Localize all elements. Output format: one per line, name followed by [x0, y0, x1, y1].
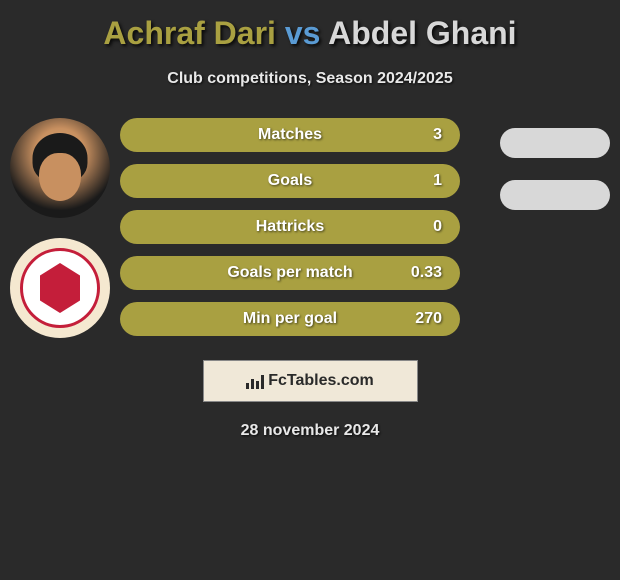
stat-value-p1: 0 — [433, 218, 442, 236]
stat-bar-goals: Goals 1 — [120, 164, 460, 198]
stat-bar-matches: Matches 3 — [120, 118, 460, 152]
stat-pill-goals — [500, 180, 610, 210]
avatar-column — [0, 118, 120, 338]
club-crest-icon — [20, 248, 100, 328]
stat-label: Hattricks — [256, 218, 324, 236]
player-avatar — [10, 118, 110, 218]
stat-value-p1: 3 — [433, 126, 442, 144]
stat-bar-gpm: Goals per match 0.33 — [120, 256, 460, 290]
brand-label: FcTables.com — [268, 372, 374, 390]
stat-pill-matches — [500, 128, 610, 158]
stat-value-p1: 270 — [415, 310, 442, 328]
stat-label: Goals — [268, 172, 312, 190]
brand-footer[interactable]: FcTables.com — [203, 360, 418, 402]
stat-bar-mpg: Min per goal 270 — [120, 302, 460, 336]
subtitle: Club competitions, Season 2024/2025 — [167, 70, 452, 88]
stats-section: Matches 3 Goals 1 Hattricks 0 Goals per … — [0, 118, 620, 338]
pill-column — [490, 118, 620, 210]
stat-value-p1: 0.33 — [411, 264, 442, 282]
stat-label: Min per goal — [243, 310, 337, 328]
comparison-title: Achraf Dari vs Abdel Ghani — [103, 15, 516, 52]
stat-bar-hattricks: Hattricks 0 — [120, 210, 460, 244]
stat-label: Matches — [258, 126, 322, 144]
comparison-card: Achraf Dari vs Abdel Ghani Club competit… — [0, 0, 620, 450]
player1-name: Achraf Dari — [103, 15, 276, 51]
player2-name: Abdel Ghani — [328, 15, 516, 51]
stat-label: Goals per match — [227, 264, 352, 282]
club-avatar — [10, 238, 110, 338]
chart-icon — [246, 373, 264, 389]
vs-text: vs — [285, 15, 321, 51]
stat-value-p1: 1 — [433, 172, 442, 190]
date-label: 28 november 2024 — [241, 422, 380, 440]
stat-bars-column: Matches 3 Goals 1 Hattricks 0 Goals per … — [120, 118, 490, 336]
player-face-icon — [10, 118, 110, 218]
